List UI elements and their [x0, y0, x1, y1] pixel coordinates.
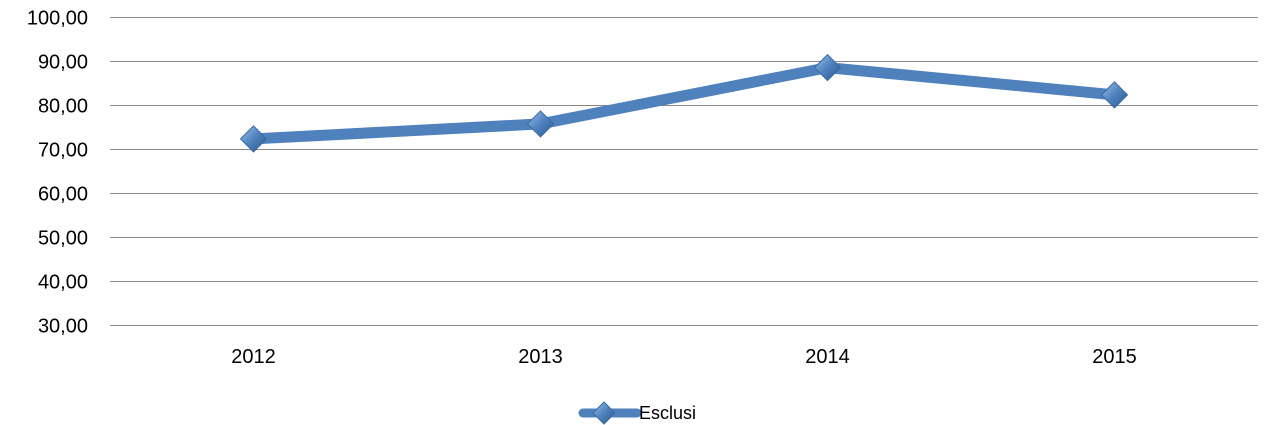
y-tick-label: 70,00: [38, 140, 88, 162]
y-tick-label: 50,00: [38, 228, 88, 250]
legend-label: Esclusi: [639, 403, 696, 423]
y-tick-label: 60,00: [38, 184, 88, 206]
y-axis-tick-labels: 30,00 40,00 50,00 60,00 70,00 80,00 90,00 100,0…: [27, 8, 88, 338]
y-tick-label: 100,00: [27, 8, 88, 30]
series-layer: [239, 53, 1129, 153]
x-tick-label: 2012: [231, 346, 276, 368]
x-axis-tick-labels: 2012 2013 2014 2015: [231, 346, 1137, 368]
x-tick-label: 2014: [805, 346, 850, 368]
legend: Esclusi: [578, 401, 696, 425]
data-point: [526, 110, 555, 138]
data-point: [813, 53, 842, 82]
data-point: [239, 125, 268, 153]
series-line: [248, 62, 1120, 145]
y-tick-label: 90,00: [38, 52, 88, 74]
legend-marker-icon: [592, 401, 616, 425]
x-tick-label: 2015: [1092, 346, 1137, 368]
x-tick-label: 2013: [518, 346, 563, 368]
y-tick-label: 40,00: [38, 272, 88, 294]
y-tick-label: 80,00: [38, 96, 88, 118]
data-point: [1100, 81, 1129, 109]
gridlines: [110, 17, 1258, 326]
y-tick-label: 30,00: [38, 316, 88, 338]
